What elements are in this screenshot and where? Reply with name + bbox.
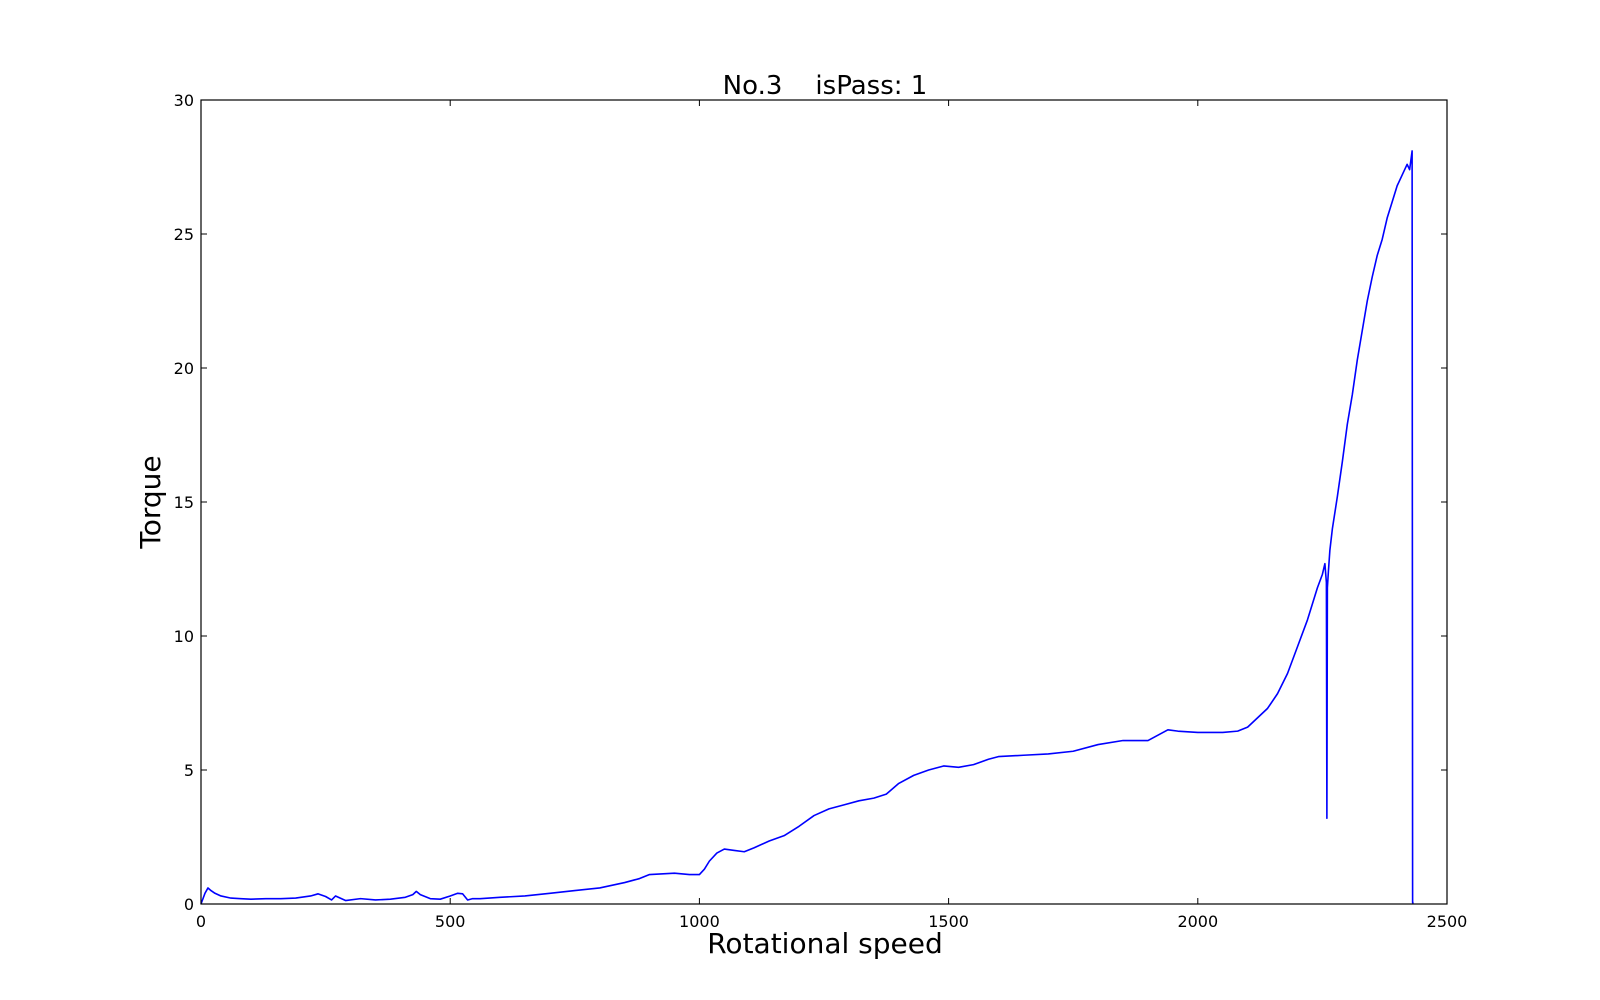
x-tick-label: 0 xyxy=(196,912,206,931)
chart-title: No.3 isPass: 1 xyxy=(723,71,928,101)
series-line xyxy=(200,150,1414,905)
y-tick-label: 15 xyxy=(174,493,194,512)
y-tick-label: 20 xyxy=(174,359,194,378)
y-tick-label: 5 xyxy=(184,761,194,780)
y-axis-label-group: Torque xyxy=(134,455,167,549)
y-tick-label: 10 xyxy=(174,627,194,646)
x-tick-label: 1000 xyxy=(679,912,720,931)
y-tick-label: 0 xyxy=(184,895,194,914)
axis-ticks: 0 500 1000 1500 2000 2500 0 5 10 15 20 25 30 xyxy=(174,91,1468,931)
plot-frame xyxy=(200,99,1448,905)
y-tick-label: 30 xyxy=(174,91,194,110)
y-axis-label: Torque xyxy=(134,455,167,549)
series-layer xyxy=(200,150,1414,905)
x-tick-label: 500 xyxy=(435,912,466,931)
y-tick-label: 25 xyxy=(174,225,194,244)
x-tick-label: 1500 xyxy=(928,912,969,931)
x-tick-label: 2000 xyxy=(1177,912,1218,931)
x-tick-label: 2500 xyxy=(1427,912,1468,931)
x-axis-label: Rotational speed xyxy=(707,927,943,960)
